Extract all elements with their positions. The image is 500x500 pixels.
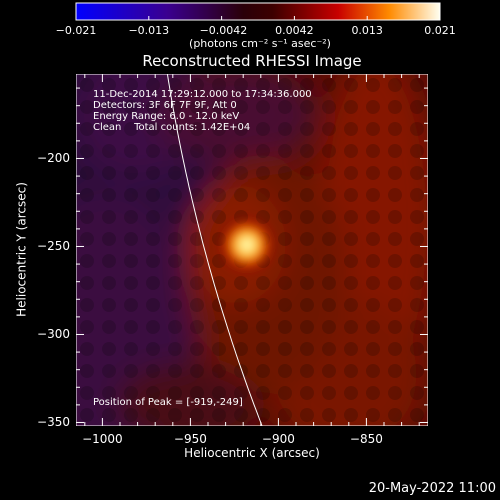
x-tick-label: −1000 xyxy=(82,432,123,446)
solar-limb xyxy=(166,74,263,426)
colorbar-tick-label: −0.013 xyxy=(128,24,170,37)
y-tick-label: −200 xyxy=(37,151,70,166)
colorbar-frame xyxy=(75,2,441,21)
y-axis-label: Heliocentric Y (arcsec) xyxy=(14,182,29,317)
x-tick-label: −950 xyxy=(173,432,207,446)
colorbar-gradient xyxy=(76,3,440,20)
colorbar-tick-label: 0.021 xyxy=(424,24,456,37)
y-tick-label: −300 xyxy=(37,327,70,342)
axis-ticks xyxy=(76,74,428,426)
y-tick-label: −250 xyxy=(37,239,70,254)
x-tick-label: −850 xyxy=(349,432,383,446)
x-tick-label: −900 xyxy=(261,432,295,446)
colorbar-ticks xyxy=(75,16,441,20)
colorbar-svg xyxy=(75,2,441,21)
footer-date: 20-May-2022 11:00 xyxy=(368,481,496,496)
info-detectors: Detectors: 3F 6F 7F 9F, Att 0 xyxy=(93,100,237,111)
colorbar-tick-label: 0.013 xyxy=(351,24,383,37)
plot-title: Reconstructed RHESSI Image xyxy=(142,52,362,70)
info-energy-range: Energy Range: 6.0 - 12.0 keV xyxy=(93,111,240,122)
colorbar-tick-label: 0.0042 xyxy=(275,24,314,37)
peak-position-label: Position of Peak = [-919,-249] xyxy=(93,397,243,408)
colorbar-tick-label: −0.0042 xyxy=(199,24,248,37)
colorbar-unit-label: (photons cm⁻² s⁻¹ asec⁻²) xyxy=(189,37,331,50)
colorbar-tick-label: −0.021 xyxy=(55,24,97,37)
rhessi-image xyxy=(76,74,428,426)
x-axis-label: Heliocentric X (arcsec) xyxy=(184,446,320,460)
y-tick-label: −350 xyxy=(37,415,70,430)
peak-source xyxy=(220,218,273,271)
info-clean-counts: Clean Total counts: 1.42E+04 xyxy=(93,122,251,133)
info-time-range: 11-Dec-2014 17:29:12.000 to 17:34:36.000 xyxy=(93,89,312,100)
